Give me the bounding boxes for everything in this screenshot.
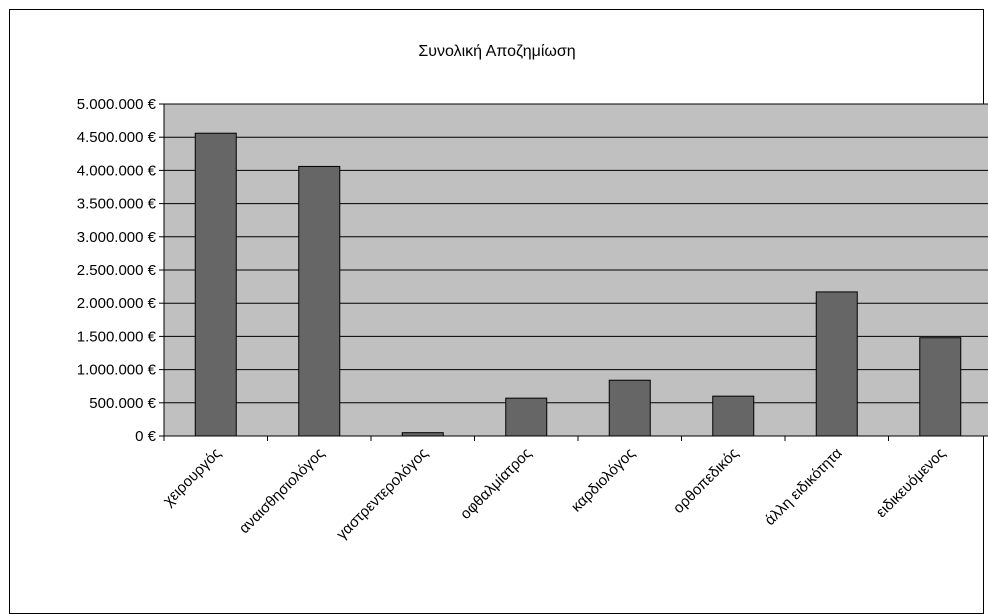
x-tick-label: χειρουργός (160, 445, 225, 510)
bar (608, 379, 651, 437)
bar (298, 165, 341, 437)
bar (919, 337, 962, 437)
x-tick-labels: χειρουργός αναισθησιολόγος γαστρεντερολόγο… (160, 445, 949, 543)
y-tick-label: 4.500.000 € (77, 129, 157, 146)
x-tick-label: αναισθησιολόγος (236, 445, 328, 537)
bars (194, 132, 962, 437)
x-tick-label: καρδιολόγος (568, 445, 639, 516)
y-tick-label: 4.000.000 € (77, 162, 157, 179)
bar (401, 432, 444, 437)
y-tick-label: 500.000 € (89, 395, 156, 412)
bar (194, 132, 237, 437)
x-tick-label: ορθοπεδικός (670, 445, 742, 517)
x-tick-label: γαστρεντερολόγος (333, 445, 431, 543)
x-tick-label: οφθαλμίατρος (457, 445, 535, 523)
y-tick-label: 2.000.000 € (77, 295, 157, 312)
chart-title: Συνολική Αποζημίωση (418, 43, 575, 60)
y-tick-label: 1.000.000 € (77, 362, 157, 379)
y-tick-label: 3.000.000 € (77, 229, 157, 246)
y-tick-label: 3.500.000 € (77, 196, 157, 213)
bar (505, 397, 548, 437)
x-tick-label: άλλη ειδικότητα (761, 445, 845, 529)
x-tick-label: ειδικευόμενος (873, 445, 949, 521)
y-tick-label: 2.500.000 € (77, 262, 157, 279)
y-tick-label: 0 € (135, 428, 157, 445)
y-tick-label: 1.500.000 € (77, 328, 157, 345)
bar (712, 395, 755, 437)
y-tick-label: 5.000.000 € (77, 96, 157, 113)
y-tick-labels: 0 € 500.000 € 1.000.000 € 1.500.000 € 2.000.… (77, 96, 157, 445)
bar (815, 291, 858, 437)
